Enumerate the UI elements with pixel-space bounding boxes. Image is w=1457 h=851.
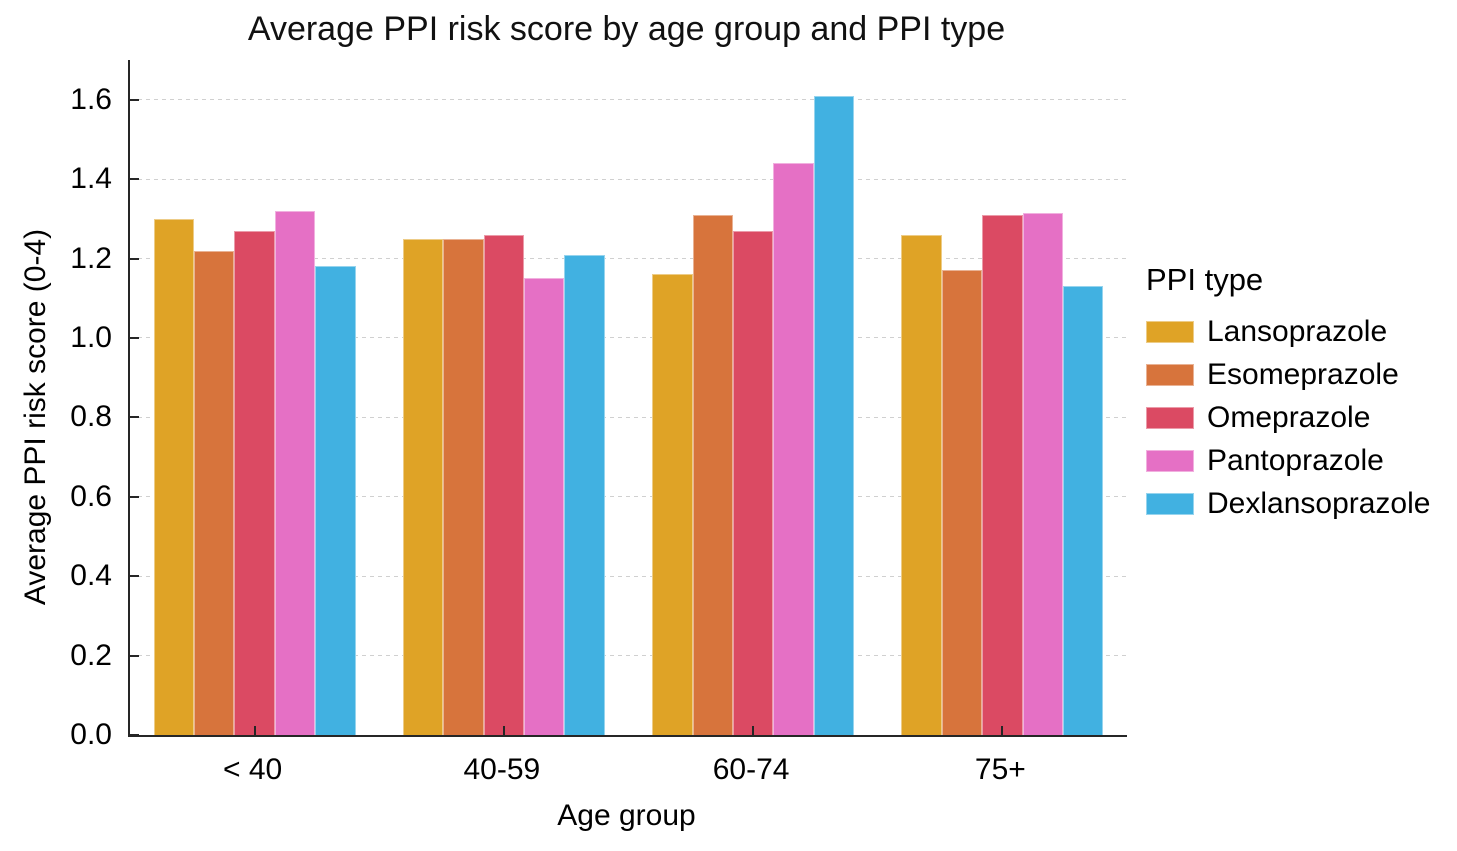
bar-pantoprazole-60-74 <box>773 163 814 735</box>
gridline-y-0.4 <box>130 575 1127 577</box>
y-tick-mark-0.0 <box>130 734 139 736</box>
legend-swatch-dexlansoprazole <box>1146 492 1194 515</box>
bar-dexlansoprazole-40-59 <box>564 254 605 735</box>
y-tick-mark-0.6 <box>130 495 139 498</box>
legend-label-dexlansoprazole: Dexlansoprazole <box>1207 486 1431 520</box>
legend-label-omeprazole: Omeprazole <box>1207 400 1371 434</box>
x-tick-label-40-59: 40-59 <box>463 753 541 786</box>
legend-swatch-omeprazole <box>1146 406 1194 429</box>
x-tick-mark-<40 <box>253 726 256 735</box>
y-tick-mark-0.2 <box>130 654 139 657</box>
legend-swatch-pantoprazole <box>1146 449 1194 472</box>
legend-item-omeprazole: Omeprazole <box>1146 396 1430 439</box>
y-tick-label-0.4: 0.4 <box>70 559 112 593</box>
gridline-y-0.8 <box>130 416 1127 418</box>
y-tick-label-1.2: 1.2 <box>70 241 112 275</box>
bar-omeprazole-<40 <box>234 230 275 735</box>
y-tick-label-1.0: 1.0 <box>70 320 112 354</box>
gridline-y-1.0 <box>130 337 1127 339</box>
y-tick-mark-0.4 <box>130 575 139 578</box>
y-tick-label-1.4: 1.4 <box>70 162 112 196</box>
bar-omeprazole-60-74 <box>732 230 774 735</box>
legend-label-pantoprazole: Pantoprazole <box>1207 443 1384 477</box>
x-axis-label: Age group <box>557 799 696 832</box>
legend-swatch-esomeprazole <box>1146 363 1194 386</box>
y-tick-label-1.6: 1.6 <box>70 82 112 116</box>
legend-item-pantoprazole: Pantoprazole <box>1146 439 1430 482</box>
x-tick-label-<40: < 40 <box>223 753 283 786</box>
legend-item-dexlansoprazole: Dexlansoprazole <box>1146 482 1430 525</box>
bar-pantoprazole-75+ <box>1022 212 1063 735</box>
y-tick-mark-1.0 <box>130 336 139 339</box>
plot-area <box>128 60 1127 737</box>
y-tick-label-0.0: 0.0 <box>70 718 112 751</box>
gridline-y-1.6 <box>130 99 1127 101</box>
y-tick-mark-1.6 <box>130 98 139 101</box>
bar-pantoprazole-<40 <box>274 210 316 735</box>
y-tick-label-0.2: 0.2 <box>70 638 112 672</box>
x-tick-label-75+: 75+ <box>974 753 1026 786</box>
bar-pantoprazole-40-59 <box>524 278 565 735</box>
bar-lansoprazole-75+ <box>901 234 942 735</box>
y-tick-mark-1.4 <box>130 178 139 181</box>
x-tick-mark-60-74 <box>752 726 755 735</box>
bar-lansoprazole-60-74 <box>652 274 693 735</box>
y-tick-label-0.6: 0.6 <box>70 479 112 513</box>
bar-lansoprazole-<40 <box>153 218 195 735</box>
y-tick-label-0.8: 0.8 <box>70 400 112 434</box>
x-tick-label-60-74: 60-74 <box>712 753 790 786</box>
bar-dexlansoprazole-<40 <box>315 266 356 735</box>
bar-esomeprazole-<40 <box>194 250 235 735</box>
legend-swatch-lansoprazole <box>1146 320 1194 343</box>
legend-label-esomeprazole: Esomeprazole <box>1207 357 1399 391</box>
bar-dexlansoprazole-75+ <box>1062 286 1104 735</box>
x-tick-mark-75+ <box>1001 726 1004 735</box>
bar-esomeprazole-75+ <box>941 270 983 735</box>
bar-omeprazole-40-59 <box>483 234 525 735</box>
legend-item-lansoprazole: Lansoprazole <box>1146 310 1430 353</box>
bar-omeprazole-75+ <box>982 214 1023 735</box>
x-tick-mark-40-59 <box>502 726 505 735</box>
bar-esomeprazole-60-74 <box>692 214 733 735</box>
bar-esomeprazole-40-59 <box>443 238 484 735</box>
legend-item-esomeprazole: Esomeprazole <box>1146 353 1430 396</box>
gridline-y-0.2 <box>130 655 1127 657</box>
y-tick-mark-1.2 <box>130 257 139 260</box>
y-tick-mark-0.8 <box>130 416 139 419</box>
gridline-y-0.6 <box>130 496 1127 498</box>
legend-label-lansoprazole: Lansoprazole <box>1207 314 1388 348</box>
legend: PPI type Lansoprazole Esomeprazole Omepraz… <box>1146 262 1430 525</box>
chart-title: Average PPI risk score by age group and … <box>247 10 1006 48</box>
gridline-y-1.2 <box>130 258 1127 260</box>
bar-dexlansoprazole-60-74 <box>813 95 855 735</box>
bar-lansoprazole-40-59 <box>402 238 444 735</box>
legend-title: PPI type <box>1146 262 1264 297</box>
gridline-y-1.4 <box>130 178 1127 180</box>
